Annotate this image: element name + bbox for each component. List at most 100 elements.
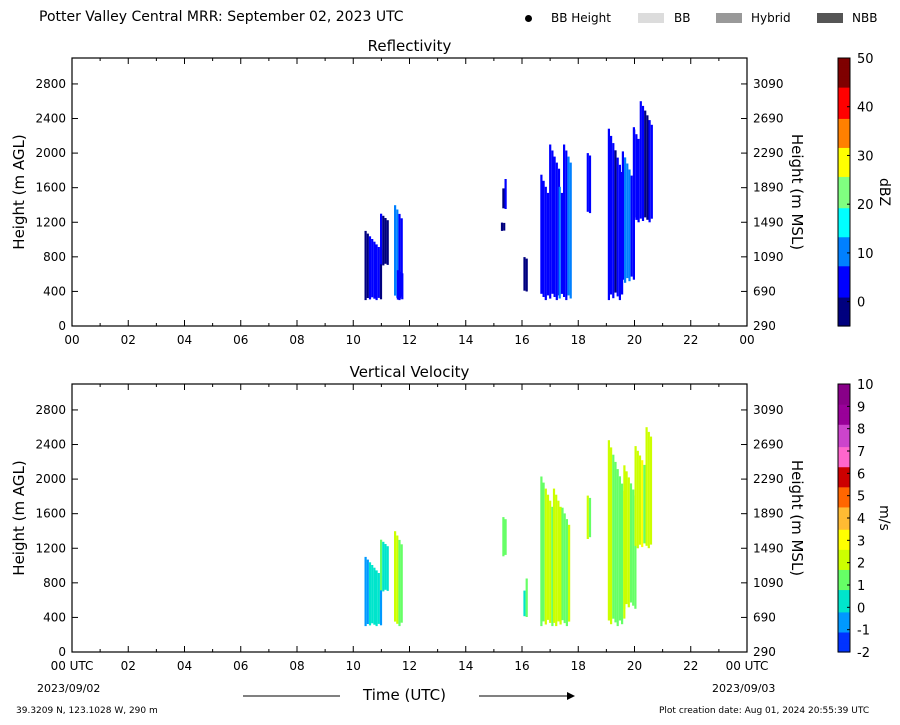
panel1-data-cell [373,241,376,299]
legend-label-bb: BB [674,11,691,25]
panel2-x-tick-label: 00 UTC [726,659,769,673]
panel1-colorbar-frame [837,57,851,327]
panel1-colorbar-segment [838,312,850,316]
panel2-colorbar-segment [838,589,850,593]
panel1-data-cell [588,155,592,214]
panel2-x-tick-label: 10 [346,659,361,673]
panel1-data-cell [549,144,552,299]
panel1-colorbar-segment [838,80,850,84]
panel2-colorbar-segment [838,622,850,626]
panel2-colorbar-segment [838,549,850,553]
panel1-y-right-tick-label: 1490 [753,215,784,229]
panel1-colorbar-segment [838,140,850,144]
panel2-y-tick-label: 1200 [35,541,66,555]
panel2-colorbar-segment [838,506,850,510]
panel2-colorbar-segment [838,497,850,501]
panel2-data-cell [523,590,526,617]
panel2-colorbar-segment [838,386,850,390]
panel1-data-cell [542,180,545,297]
panel2-colorbar-segment [838,462,850,465]
panel2-data-cell [555,494,558,627]
panel1-colorbar-segment [838,109,850,113]
panel2-colorbar-segment [838,484,850,488]
panel1-data-cell [560,192,563,294]
panel1-colorbar-segment [838,102,850,106]
panel2-colorbar-segment [838,486,850,490]
panel1-data-cell [544,186,547,301]
panel1-colorbar-segment [838,73,850,77]
panel1-colorbar-segment [838,203,850,206]
panel1-colorbar-segment [838,247,850,251]
hybrid-legend-swatch [716,13,742,23]
panel2-colorbar-segment [838,480,850,483]
panel2-colorbar-segment [838,598,850,602]
panel1-colorbar-segment [838,133,850,137]
panel1-y-tick-label: 1200 [35,215,66,229]
panel1-data-cell [563,144,566,297]
panel2-data-cell [614,461,617,623]
panel2-x-tick-label: 00 UTC [51,659,94,673]
panel2-colorbar-segment [838,384,850,387]
panel2-data-cell [542,482,545,622]
panel2-colorbar-segment [838,569,850,573]
panel1-colorbar-segment [838,116,850,119]
panel1-colorbar-segment [838,272,850,276]
panel1-data-cell [375,244,378,301]
panel1-y-right-tick-label: 690 [753,284,776,298]
arrowhead-icon [567,692,575,700]
panel1-colorbar-segment [838,305,850,309]
panel2-data-cell [636,450,639,549]
panel1-y-tick-label: 0 [58,319,66,333]
panel1-colorbar-segment [838,176,850,180]
panel2-colorbar-segment [838,585,850,588]
bb-legend-swatch [638,13,664,23]
panel2-data-cell [552,488,556,623]
panel1-colorbar-segment [838,185,850,189]
legend-label-bb-height: BB Height [551,11,611,25]
panel1-colorbar-segment [838,303,850,307]
panel1-colorbar-segment [838,323,850,327]
panel1-data-cell [616,157,619,297]
panel1-colorbar-segment [838,113,850,117]
panel2-data-cell [557,500,560,622]
panel1-data-cell [618,164,621,301]
panel2-colorbar-segment [838,591,850,595]
panel2-colorbar-segment [838,629,850,633]
panel1-colorbar-segment [838,200,850,204]
panel2-data-cell [398,539,401,627]
panel2-y-axis-label: Height (m AGL) [10,460,28,575]
panel2-colorbar-segment [838,495,850,499]
panel2-data-cell [371,565,374,624]
panel2-data-cell [588,497,592,538]
panel1-colorbar-segment [838,118,850,122]
panel1-data-cell [371,239,374,298]
panel2-colorbar-segment [838,578,850,582]
panel2-x-tick-label: 16 [514,659,529,673]
panel1-colorbar-segment [838,167,850,171]
panel1-data-cell [635,134,638,220]
panel1-colorbar-segment [838,270,850,273]
panel2-colorbar-segment [838,493,850,497]
panel2-data-cell [364,556,367,627]
panel2-colorbar-segment [838,540,850,544]
panel1-colorbar-segment [838,149,850,153]
panel1-colorbar-segment [838,267,850,271]
panel1-x-tick-label: 10 [346,333,361,347]
panel2-colorbar-tick-label: -2 [857,646,870,661]
panel2-colorbar-segment [838,647,850,651]
panel1-colorbar-segment [838,229,850,233]
panel2-colorbar-segment [838,571,850,575]
panel1-x-tick-label: 02 [121,333,136,347]
panel2-colorbar-segment [838,408,850,412]
panel2-data-cell [504,519,507,555]
panel1-colorbar-segment [838,294,850,298]
panel1-colorbar-segment [838,84,850,88]
panel1-colorbar-segment [838,216,850,220]
panel1-y-tick-label: 2400 [35,112,66,126]
panel2-data-cell [563,513,566,624]
panel1-x-tick-label: 22 [683,333,698,347]
panel1-data-cell [364,230,367,301]
panel2-colorbar-segment [838,397,850,401]
panel1-colorbar-segment [838,171,850,175]
panel1-colorbar-segment [838,259,850,262]
